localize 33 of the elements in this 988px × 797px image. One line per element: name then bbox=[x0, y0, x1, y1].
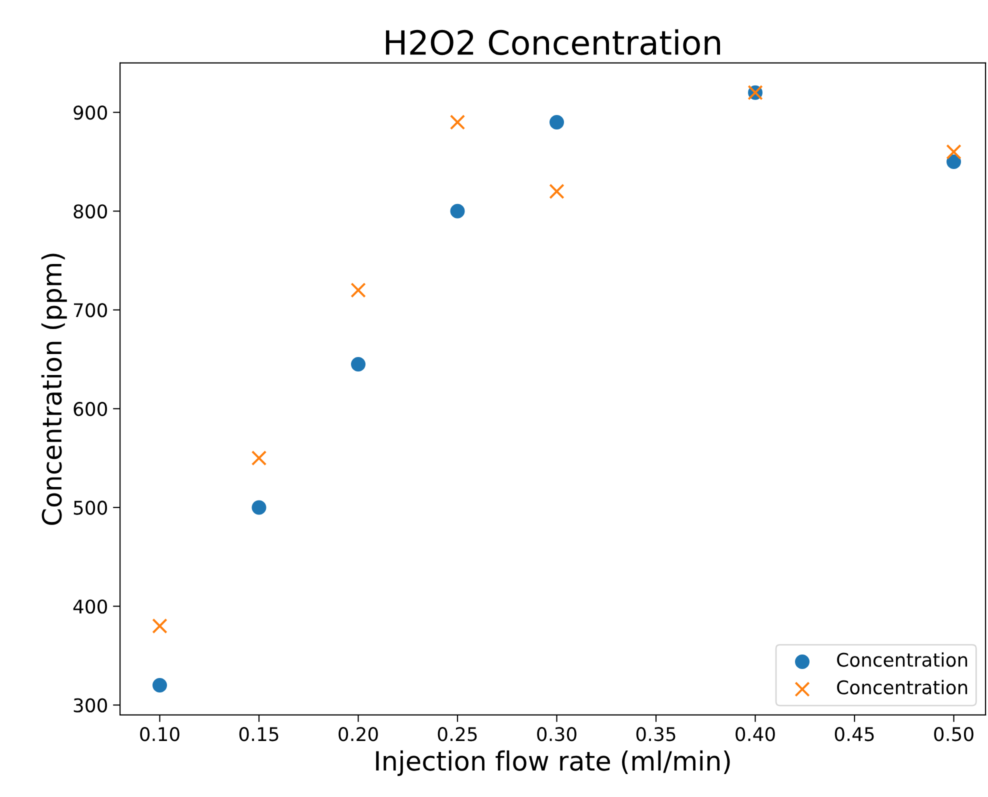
x-tick-label: 0.50 bbox=[934, 727, 974, 742]
point bbox=[946, 144, 962, 160]
y-axis-title: Concentration (ppm) bbox=[41, 254, 67, 525]
x-tick-label: 0.35 bbox=[636, 727, 676, 742]
x-axis-title: Injection flow rate (ml/min) bbox=[376, 750, 730, 776]
y-tick-label: 800 bbox=[74, 204, 107, 219]
y-tick-label: 900 bbox=[74, 106, 107, 120]
point bbox=[549, 184, 564, 200]
x-tick-label: 0.25 bbox=[438, 727, 477, 742]
y-tick-label: 300 bbox=[74, 698, 107, 712]
legend-label: Concentration bbox=[837, 680, 968, 694]
y-tick-label: 400 bbox=[73, 599, 107, 614]
point bbox=[350, 282, 366, 298]
x-tick-label: 0.10 bbox=[140, 727, 180, 742]
y-tick-label: 500 bbox=[74, 500, 107, 515]
point bbox=[450, 204, 465, 218]
x-tick-label: 0.20 bbox=[338, 727, 378, 742]
legend-label: Concentration bbox=[837, 652, 968, 667]
point bbox=[152, 618, 168, 634]
point bbox=[550, 114, 564, 130]
x-tick-label: 0.30 bbox=[537, 727, 576, 742]
x-tick-label: 0.45 bbox=[834, 727, 874, 742]
point bbox=[946, 154, 962, 169]
x-tick-label: 0.15 bbox=[239, 727, 278, 742]
point bbox=[252, 500, 266, 515]
y-tick-label: 600 bbox=[74, 402, 107, 416]
point bbox=[152, 678, 167, 693]
chart-title: H2O2 Concentration bbox=[386, 29, 720, 56]
point bbox=[251, 450, 267, 466]
y-tick-label: 700 bbox=[74, 303, 107, 318]
point bbox=[350, 356, 366, 372]
x-tick-label: 0.40 bbox=[736, 727, 775, 742]
point bbox=[450, 114, 466, 130]
